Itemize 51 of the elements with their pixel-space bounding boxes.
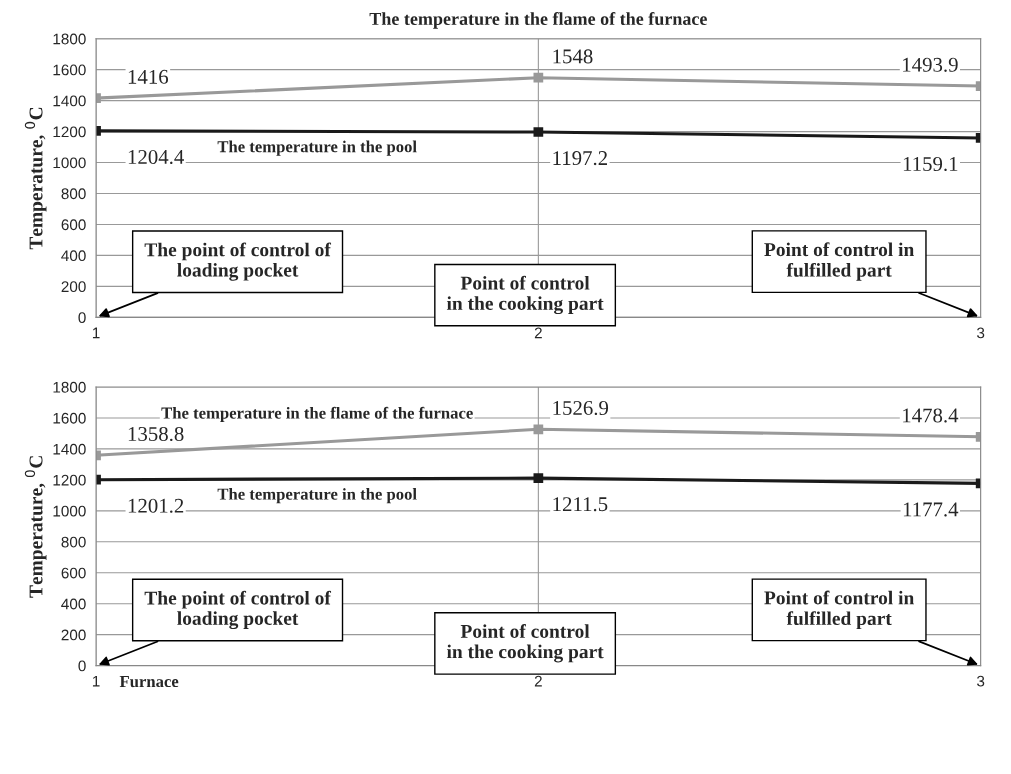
- annotation: Point of control in fulfilled part: [764, 590, 915, 630]
- data-label: 1159.1: [903, 156, 958, 172]
- data-label: 1177.4: [903, 502, 959, 517]
- x-tick-label: 1: [92, 675, 100, 687]
- y-tick-label: 200: [61, 281, 86, 293]
- data-label: 1416: [128, 69, 169, 84]
- y-tick-label: 1400: [53, 443, 86, 455]
- series-label: The temperature in the flame of the furnace: [161, 406, 473, 423]
- y-tick-label: 400: [61, 250, 86, 262]
- x-tick-label: 2: [534, 675, 542, 687]
- series-label: The temperature in the pool: [217, 488, 417, 504]
- x-tick-label: 3: [977, 675, 985, 687]
- data-label: 1526.9: [553, 400, 609, 416]
- y-tick-label: 1800: [53, 381, 86, 393]
- y-tick-label: 600: [61, 567, 86, 579]
- y-tick-label: 0: [78, 660, 86, 672]
- y-tick-label: 1800: [53, 33, 86, 45]
- data-label: 1358.8: [128, 426, 184, 442]
- annotation: Point of control in fulfilled part: [764, 242, 915, 281]
- y-tick-label: 600: [61, 219, 86, 231]
- data-label: 1478.4: [903, 408, 959, 423]
- y-tick-label: 0: [78, 312, 86, 324]
- x-tick-label: 3: [977, 327, 985, 339]
- y-tick-label: 1000: [53, 157, 86, 169]
- data-label: 1197.2: [553, 151, 607, 166]
- x-axis-title: Furnace: [119, 676, 179, 688]
- y-tick-label: 1200: [53, 126, 86, 138]
- x-tick-label: 1: [92, 327, 100, 339]
- y-tick-label: 1200: [53, 474, 86, 486]
- y-tick-label: 1600: [53, 64, 86, 76]
- data-label: 1493.9: [903, 57, 958, 72]
- y-axis-title: Temperature, $^{0}$C: [24, 456, 47, 598]
- data-label: 1211.5: [553, 497, 608, 512]
- y-axis-title: Temperature, $^{0}$C: [24, 107, 47, 250]
- y-tick-label: 800: [61, 188, 86, 200]
- series-label: The temperature in the pool: [217, 140, 417, 156]
- y-tick-label: 400: [61, 598, 86, 610]
- chart-title: The temperature in the flame of the furnace: [369, 12, 707, 29]
- annotation: Point of control in the cooking part: [446, 624, 604, 663]
- annotation: The point of control of loading pocket: [144, 242, 332, 281]
- y-tick-label: 1400: [53, 95, 86, 107]
- y-tick-label: 200: [61, 629, 86, 641]
- data-label: 1548: [553, 49, 593, 64]
- y-tick-label: 800: [61, 536, 86, 548]
- y-tick-label: 1000: [53, 505, 86, 517]
- annotation: The point of control of loading pocket: [144, 590, 332, 630]
- data-label: 1201.2: [128, 498, 184, 513]
- data-label: 1204.4: [128, 149, 184, 165]
- y-tick-label: 1600: [53, 412, 86, 424]
- x-tick-label: 2: [534, 327, 542, 339]
- annotation: Point of control in the cooking part: [446, 275, 604, 315]
